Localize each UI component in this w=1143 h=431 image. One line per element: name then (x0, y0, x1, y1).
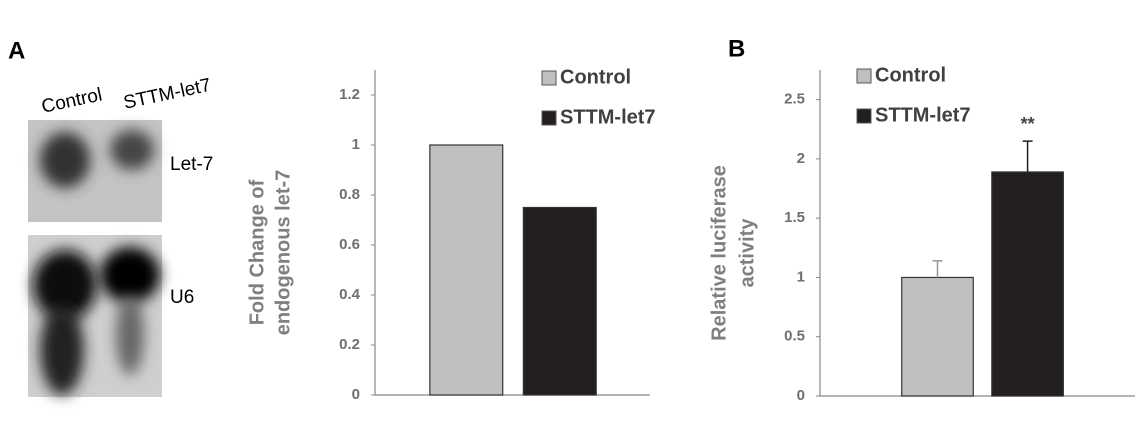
y-tick-label: 0.6 (339, 236, 360, 253)
y-tick-label: 1 (352, 136, 360, 153)
legend-label: Control (875, 64, 946, 86)
y-tick-label: 0.5 (784, 328, 805, 345)
panel-label: A (8, 37, 25, 64)
bar (523, 208, 596, 396)
y-tick-label: 0 (352, 386, 360, 403)
y-tick-label: 0 (797, 387, 805, 404)
y-axis-label: endogenous let-7 (272, 170, 294, 336)
band-label: U6 (170, 287, 194, 308)
bar (992, 172, 1064, 396)
y-tick-label: 0.2 (339, 336, 360, 353)
y-axis-label: activity (736, 218, 758, 288)
legend-label: STTM-let7 (560, 106, 656, 128)
annotation: ** (1021, 114, 1035, 134)
bar (430, 145, 503, 395)
legend-label: STTM-let7 (875, 104, 971, 126)
y-tick-label: 1.5 (784, 209, 805, 226)
panel-label: B (728, 35, 745, 62)
y-tick-label: 0.8 (339, 186, 360, 203)
figure: A B Control STTM-let7 Let-7 U6 0 0.2 0.4 0.… (0, 0, 1143, 431)
y-tick-label: 2.5 (784, 91, 805, 108)
bar (902, 277, 974, 396)
y-axis-label: Relative luciferase (708, 165, 730, 341)
legend-swatch (542, 111, 556, 125)
y-tick-label: 0.4 (339, 286, 361, 303)
y-axis-label: Fold Change of (246, 179, 268, 325)
blot-image (28, 120, 162, 397)
y-tick-label: 1 (797, 268, 805, 285)
band-label: Let-7 (170, 154, 213, 175)
legend-swatch (857, 69, 871, 83)
legend-label: Control (560, 66, 631, 88)
y-tick-label: 1.2 (339, 86, 360, 103)
lane-label: STTM-let7 (122, 75, 213, 114)
lane-label: Control (40, 85, 104, 118)
legend-swatch (542, 71, 556, 85)
y-tick-label: 2 (797, 150, 805, 167)
legend-swatch (857, 109, 871, 123)
